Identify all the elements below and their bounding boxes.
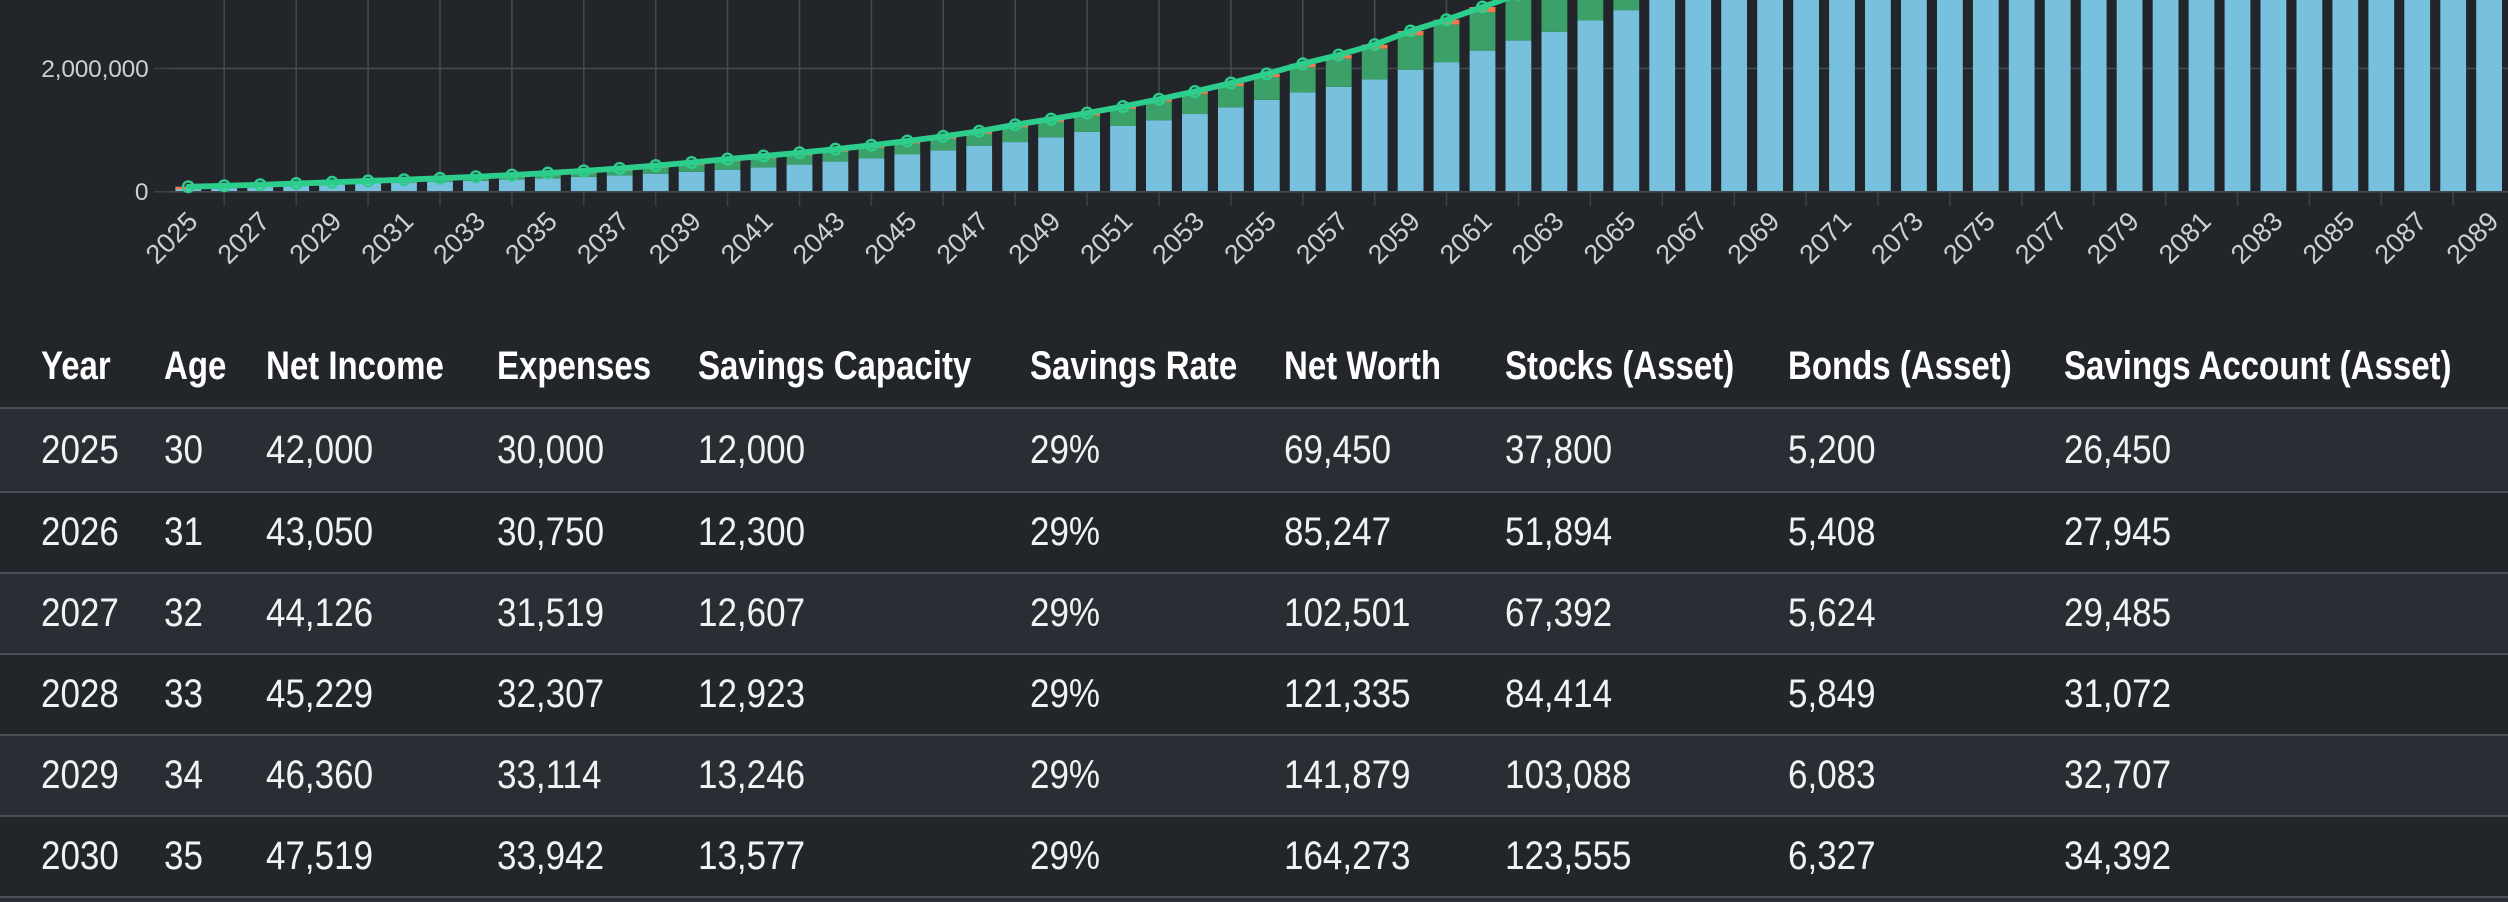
svg-text:2027: 2027 — [212, 206, 276, 270]
svg-text:2047: 2047 — [931, 206, 995, 270]
svg-text:2041: 2041 — [715, 206, 779, 270]
svg-text:2085: 2085 — [2297, 206, 2361, 270]
svg-text:2073: 2073 — [1865, 206, 1929, 270]
svg-text:2053: 2053 — [1146, 206, 1210, 270]
svg-text:2057: 2057 — [1290, 206, 1354, 270]
svg-text:2029: 2029 — [284, 206, 348, 270]
svg-text:2049: 2049 — [1003, 206, 1067, 270]
svg-text:2067: 2067 — [1650, 206, 1714, 270]
svg-text:2055: 2055 — [1218, 206, 1282, 270]
svg-text:2035: 2035 — [499, 206, 563, 270]
svg-text:2037: 2037 — [571, 206, 635, 270]
svg-text:2045: 2045 — [859, 206, 923, 270]
svg-text:2083: 2083 — [2225, 206, 2289, 270]
svg-text:2071: 2071 — [1794, 206, 1858, 270]
svg-text:0: 0 — [135, 179, 149, 206]
svg-text:2063: 2063 — [1506, 206, 1570, 270]
svg-text:2069: 2069 — [1722, 206, 1786, 270]
svg-text:2043: 2043 — [787, 206, 851, 270]
svg-text:2075: 2075 — [1937, 206, 2001, 270]
svg-text:2031: 2031 — [356, 206, 420, 270]
svg-text:2039: 2039 — [643, 206, 707, 270]
svg-text:2033: 2033 — [427, 206, 491, 270]
svg-text:2081: 2081 — [2153, 206, 2217, 270]
svg-text:2025: 2025 — [140, 206, 204, 270]
svg-text:2079: 2079 — [2081, 206, 2145, 270]
svg-text:2065: 2065 — [1578, 206, 1642, 270]
svg-text:2059: 2059 — [1362, 206, 1426, 270]
svg-text:2,000,000: 2,000,000 — [41, 56, 148, 83]
svg-text:2089: 2089 — [2441, 206, 2505, 270]
svg-text:2051: 2051 — [1075, 206, 1139, 270]
svg-text:2061: 2061 — [1434, 206, 1498, 270]
svg-text:2087: 2087 — [2369, 206, 2433, 270]
svg-text:2077: 2077 — [2009, 206, 2073, 270]
